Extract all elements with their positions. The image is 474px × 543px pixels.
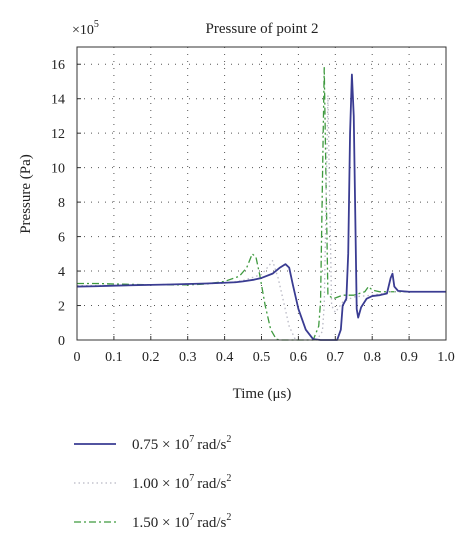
- x-tick-label: 0.9: [400, 350, 418, 365]
- legend-label: 0.75 × 107 rad/s2: [132, 434, 231, 453]
- x-tick-label: 0.7: [327, 350, 345, 365]
- legend-entry-3: 1.50 × 107 rad/s2: [74, 512, 231, 531]
- y-tick-label: 6: [58, 231, 65, 246]
- x-tick-label: 0.2: [142, 350, 160, 365]
- legend-entry-1: 0.75 × 107 rad/s2: [74, 434, 231, 453]
- y-tick-label: 8: [58, 196, 65, 211]
- legend-label: 1.50 × 107 rad/s2: [132, 512, 231, 531]
- series-line-1: [76, 73, 446, 341]
- x-tick-label: 0.6: [290, 350, 308, 365]
- legend: 0.75 × 107 rad/s2 1.00 × 107 rad/s2 1.50 × 1…: [74, 434, 231, 531]
- y-tick-label: 14: [51, 93, 65, 108]
- legend-entry-2: 1.00 × 107 rad/s2: [74, 473, 231, 492]
- x-tick-label: 0: [74, 350, 81, 365]
- axis-ticks: 0 0.1 0.2 0.3 0.4 0.5 0.6 0.7 0.8 0.9 1.0 0 2 4 6 8 10 12…: [51, 58, 455, 365]
- x-axis-label: Time (μs): [233, 386, 292, 402]
- y-tick-label: 0: [58, 334, 65, 349]
- x-tick-label: 0.8: [363, 350, 381, 365]
- x-tick-label: 0.1: [105, 350, 123, 365]
- y-axis-label: Pressure (Pa): [18, 154, 34, 234]
- grid: [77, 47, 446, 340]
- x-tick-label: 0.4: [216, 350, 234, 365]
- legend-label: 1.00 × 107 rad/s2: [132, 473, 231, 492]
- y-tick-label: 16: [51, 58, 65, 73]
- y-multiplier-base: ×10: [72, 23, 94, 38]
- chart-title: Pressure of point 2: [206, 21, 319, 37]
- y-multiplier-label: ×105: [72, 19, 99, 38]
- x-tick-label: 0.5: [253, 350, 271, 365]
- y-tick-label: 2: [58, 300, 65, 315]
- plot-frame: [76, 46, 447, 341]
- y-tick-label: 4: [58, 265, 65, 280]
- x-tick-label: 1.0: [437, 350, 455, 365]
- y-tick-label: 10: [51, 162, 65, 177]
- y-tick-label: 12: [51, 127, 65, 142]
- x-tick-label: 0.3: [179, 350, 197, 365]
- y-multiplier-exponent: 5: [94, 19, 99, 30]
